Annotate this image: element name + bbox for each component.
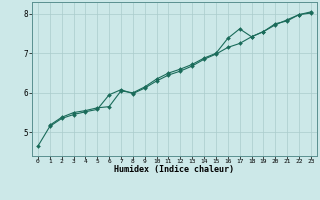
- X-axis label: Humidex (Indice chaleur): Humidex (Indice chaleur): [115, 165, 234, 174]
